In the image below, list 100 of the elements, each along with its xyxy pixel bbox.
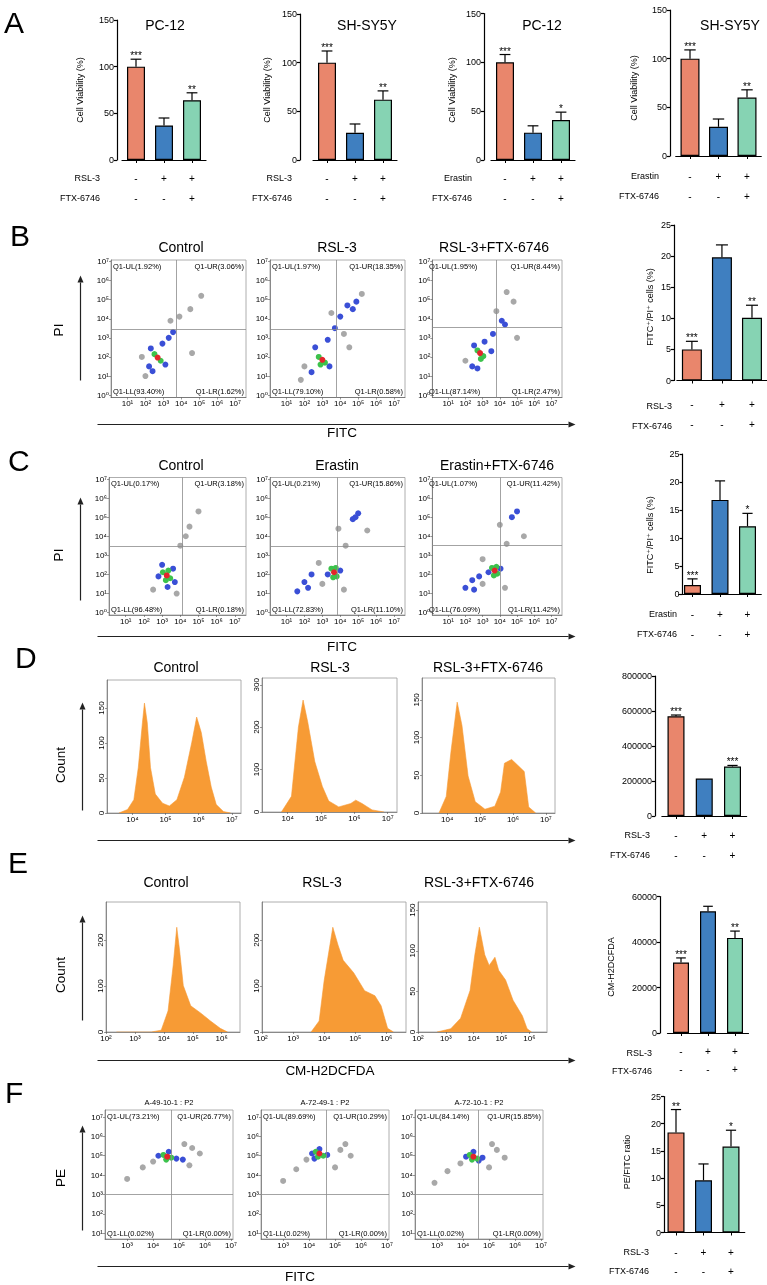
y-tick-label: 10¹ xyxy=(247,1228,260,1238)
x-axis-title: FITC xyxy=(327,424,358,440)
data-label: *** xyxy=(686,332,698,344)
text: A xyxy=(4,5,25,39)
y-tick-label: 5 xyxy=(674,561,680,571)
chart-title: SH-SY5Y xyxy=(337,17,398,33)
x-axis-title: FITC xyxy=(327,638,358,654)
y-tick-label: 10¹ xyxy=(256,371,269,381)
y-tick-label: 10⁴ xyxy=(90,1170,104,1180)
y-tick-label: 10⁷ xyxy=(97,257,110,267)
data-label: *** xyxy=(499,45,511,57)
x-tick-label: 10⁶ xyxy=(528,616,541,626)
x-tick-label: - - xyxy=(674,1246,678,1277)
data-label: *** xyxy=(684,40,696,52)
y-axis-title: PI xyxy=(50,323,66,337)
y-tick-label: 10⁵ xyxy=(255,512,268,522)
x-axis-title: RSL-3 FTX-6746 xyxy=(59,173,100,203)
x-tick-label: 10⁴ xyxy=(493,616,507,626)
y-tick-label: 10⁶ xyxy=(246,1131,259,1141)
y-tick-label: 10⁵ xyxy=(90,1151,103,1161)
x-tick-label: 10⁴ xyxy=(456,1240,470,1250)
x-tick-label: - - xyxy=(690,398,694,430)
x-tick-label: 10⁵ xyxy=(352,399,365,408)
text: D xyxy=(15,640,37,674)
chart-title: RSL-3+FTX-6746 xyxy=(438,239,550,255)
x-tick-label: 10⁶ xyxy=(370,616,383,626)
data-label: * xyxy=(745,504,750,516)
y-tick-label: 300 xyxy=(251,677,261,692)
x-tick-label: 10³ xyxy=(129,1033,142,1043)
x-tick-label: 10⁷ xyxy=(381,813,394,823)
y-tick-label: 150 xyxy=(407,902,417,917)
x-tick-label: 10⁶ xyxy=(523,1033,536,1043)
y-tick-label: 0 xyxy=(674,589,680,599)
x-tick-label: - - xyxy=(503,172,507,204)
x-tick-label: 10⁷ xyxy=(225,1240,237,1250)
data-label: * xyxy=(559,103,564,115)
x-axis-title: RSL-3 FTX-6746 xyxy=(631,401,672,431)
x-axis-title: FITC xyxy=(285,1268,316,1284)
y-tick-label: 10² xyxy=(256,569,269,579)
x-tick-label: 10³ xyxy=(121,1240,134,1250)
y-tick-label: 10⁶ xyxy=(400,1131,413,1141)
y-tick-label: 15 xyxy=(650,1145,661,1156)
x-tick-label: 10⁴ xyxy=(174,616,188,626)
y-tick-label: 25 xyxy=(669,449,680,459)
y-tick-label: 0 xyxy=(251,1029,261,1035)
text: E xyxy=(8,845,29,879)
y-tick-label: 10⁴ xyxy=(255,531,269,541)
y-tick-label: 10⁴ xyxy=(417,531,431,541)
x-tick-label: 10⁷ xyxy=(228,616,241,626)
x-tick-label: + + xyxy=(744,608,751,640)
x-tick-label: 10⁵ xyxy=(510,399,524,408)
y-tick-label: 150 xyxy=(98,15,114,25)
y-tick-label: 20000 xyxy=(631,982,657,993)
text: SH-SY5Y xyxy=(700,17,761,33)
y-tick-label: 10³ xyxy=(97,333,110,343)
y-tick-label: 0 xyxy=(291,155,297,165)
x-tick-label: 10⁴ xyxy=(334,399,347,408)
x-tick-label: 10⁷ xyxy=(535,1240,547,1250)
data-label: *** xyxy=(675,948,687,960)
y-tick-label: 10¹ xyxy=(418,371,431,381)
x-tick-label: 10⁴ xyxy=(334,616,347,626)
x-tick-label: 10⁷ xyxy=(545,616,558,626)
y-tick-label: 400000 xyxy=(621,741,652,751)
y-axis-title: FITC⁺/PI⁺ cells (%) xyxy=(645,268,655,346)
y-axis-title: Cell Viability (%) xyxy=(262,57,272,123)
x-tick-label: 10⁶ xyxy=(370,399,383,408)
y-tick-label: 10³ xyxy=(95,550,108,560)
x-axis-title: CM-H2DCFDA xyxy=(285,1062,375,1078)
y-tick-label: 600000 xyxy=(621,706,652,716)
y-tick-label: 60000 xyxy=(631,891,657,902)
x-tick-label: 10³ xyxy=(316,616,329,626)
x-tick-label: 10⁴ xyxy=(146,1240,160,1250)
x-tick-label: 10¹ xyxy=(119,616,132,626)
x-tick-label: 10³ xyxy=(316,399,329,408)
y-tick-label: 200000 xyxy=(621,776,652,786)
y-tick-label: 10¹ xyxy=(256,589,269,599)
y-tick-label: 25 xyxy=(650,1091,661,1102)
data-label: *** xyxy=(686,569,699,581)
x-tick-label: 10¹ xyxy=(442,399,455,408)
y-tick-label: 200 xyxy=(251,719,261,734)
y-tick-label: 100 xyxy=(465,57,481,68)
data-label: *** xyxy=(726,756,739,768)
y-tick-label: 0 xyxy=(411,810,421,816)
y-tick-label: 150 xyxy=(651,5,667,15)
y-tick-label: 0 xyxy=(665,375,671,386)
y-tick-label: 5 xyxy=(665,344,671,355)
y-tick-label: 10⁵ xyxy=(94,512,107,522)
x-tick-label: 10⁴ xyxy=(493,399,507,408)
y-tick-label: 20 xyxy=(660,251,671,262)
y-tick-label: 150 xyxy=(411,692,421,707)
y-tick-label: 50 xyxy=(286,106,297,117)
y-tick-label: 0 xyxy=(108,155,114,165)
x-tick-label: 10⁶ xyxy=(215,1033,228,1043)
x-tick-label: + + xyxy=(558,172,565,204)
x-tick-label: + - xyxy=(715,170,722,202)
x-tick-label: 10⁵ xyxy=(328,1240,342,1250)
x-tick-label: 10² xyxy=(298,399,311,408)
data-label: ** xyxy=(743,80,751,92)
x-tick-label: 10³ xyxy=(440,1033,452,1043)
text: C xyxy=(8,443,30,477)
